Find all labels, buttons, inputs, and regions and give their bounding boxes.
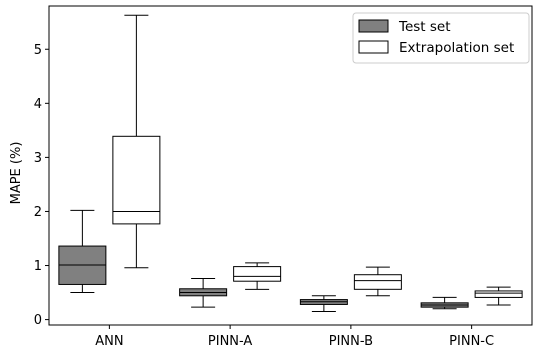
legend-swatch: [358, 40, 389, 54]
box-pinn-c-extrapolation: [474, 286, 523, 306]
y-tick-label: 1: [34, 259, 42, 274]
box-pinn-a-extrapolation: [233, 262, 282, 290]
box-pinn-b-extrapolation: [353, 266, 402, 297]
x-tick-label: PINN-B: [329, 334, 373, 349]
box-iqr: [112, 135, 161, 225]
box-ann-test: [58, 209, 107, 294]
box-iqr: [233, 266, 282, 282]
y-tick-label: 2: [34, 205, 42, 220]
box-ann-extrapolation: [112, 14, 161, 269]
legend-entry: Test set: [398, 19, 451, 35]
y-tick-label: 5: [34, 43, 42, 58]
y-tick-label: 4: [34, 97, 42, 112]
y-tick-label: 0: [34, 313, 42, 328]
legend-frame: [352, 12, 530, 64]
x-tick-label: ANN: [95, 334, 123, 349]
box-pinn-b-test: [299, 295, 348, 312]
axes-layer: 0 1 2 3 4 5 ANN PINN-A PINN-B PINN-C: [34, 5, 533, 349]
legend-swatch: [358, 19, 389, 33]
x-tick-label: PINN-C: [449, 334, 494, 349]
x-tick-label: PINN-A: [208, 334, 253, 349]
box-pinn-c-test: [420, 296, 469, 310]
legend: Test set Extrapolation set: [352, 12, 530, 64]
y-tick-label: 3: [34, 151, 42, 166]
box-pinn-a-test: [179, 278, 228, 308]
plot-frame: [48, 5, 533, 326]
boxes-layer: [58, 14, 523, 312]
y-axis-label: MAPE (%): [9, 142, 24, 205]
box-iqr: [474, 290, 523, 298]
legend-entry: Extrapolation set: [399, 40, 514, 56]
box-iqr: [353, 274, 402, 290]
